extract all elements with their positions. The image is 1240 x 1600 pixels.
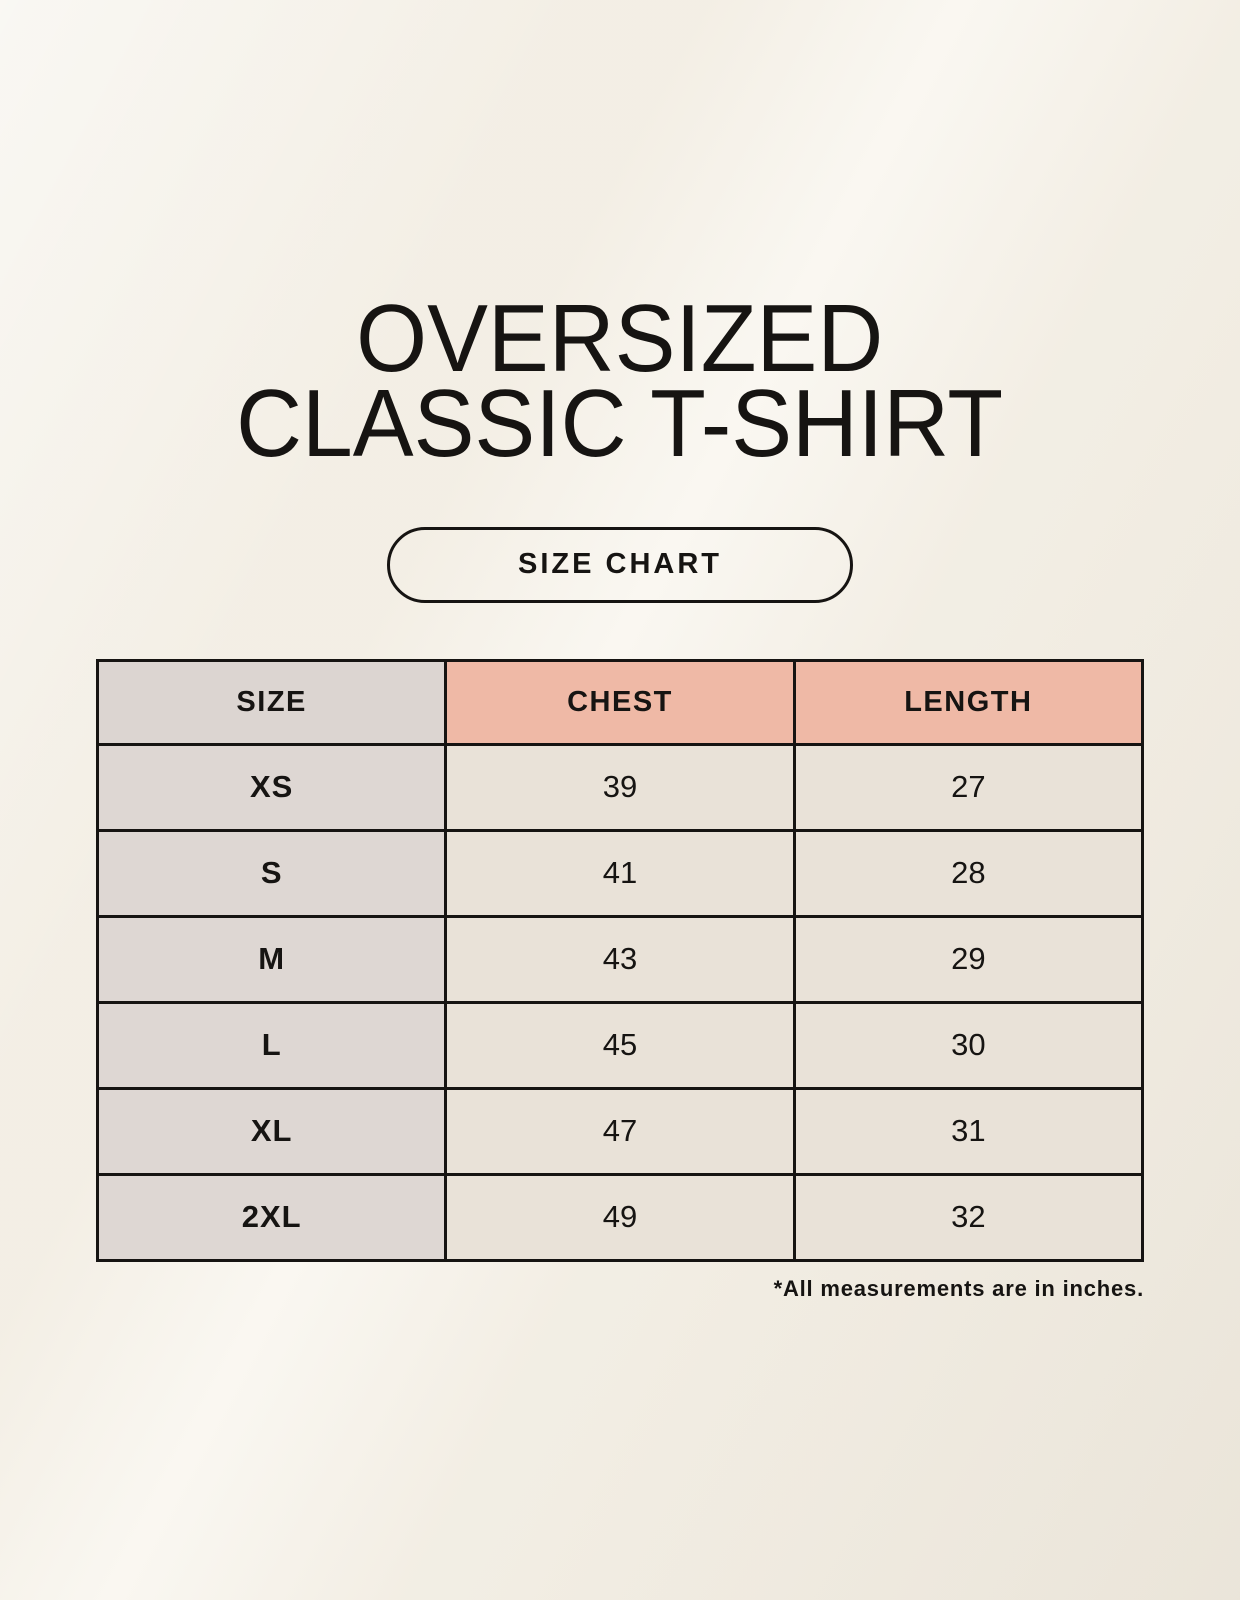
size-label: XL (95, 1086, 448, 1176)
size-chart-table: SIZE CHEST LENGTH XS 39 27 S 41 28 M 43 … (95, 658, 1145, 1262)
size-label: S (95, 828, 448, 918)
chest-value: 43 (444, 914, 796, 1004)
size-label: XS (95, 742, 448, 832)
chest-value: 41 (444, 828, 796, 918)
column-header-size: SIZE (95, 658, 448, 746)
chest-value: 47 (444, 1086, 796, 1176)
table-row-2xl: 2XL 49 32 (95, 1172, 1145, 1262)
column-header-chest: CHEST (444, 658, 796, 746)
table-row-xs: XS 39 27 (95, 742, 1145, 832)
table-row-xl: XL 47 31 (95, 1086, 1145, 1176)
column-header-length: LENGTH (792, 658, 1145, 746)
length-value: 32 (792, 1172, 1145, 1262)
table-row-s: S 41 28 (95, 828, 1145, 918)
page-title-line-1: OVERSIZED (356, 285, 884, 392)
size-chart-badge: SIZE CHART (387, 526, 853, 603)
table-row-m: M 43 29 (95, 914, 1145, 1004)
length-value: 27 (792, 742, 1145, 832)
page-title-line-2: CLASSIC T-SHIRT (236, 370, 1004, 478)
measurements-footnote: *All measurements are in inches. (773, 1275, 1144, 1301)
chest-value: 39 (444, 742, 796, 832)
header-row: SIZE CHEST LENGTH (95, 658, 1145, 746)
size-chart-table-header: SIZE CHEST LENGTH (95, 658, 1145, 746)
table-row-l: L 45 30 (95, 1000, 1145, 1090)
length-value: 30 (792, 1000, 1145, 1090)
chest-value: 49 (444, 1172, 796, 1262)
size-chart-table-body: XS 39 27 S 41 28 M 43 29 L 45 30 XL 47 (95, 742, 1145, 1262)
page-title: OVERSIZED CLASSIC T-SHIRT (236, 285, 1004, 478)
size-label: L (95, 1000, 448, 1090)
size-chart-badge-label: SIZE CHART (518, 548, 722, 581)
length-value: 31 (792, 1086, 1145, 1176)
size-label: 2XL (95, 1172, 448, 1262)
length-value: 28 (792, 828, 1145, 918)
chest-value: 45 (444, 1000, 796, 1090)
size-label: M (95, 914, 448, 1004)
length-value: 29 (792, 914, 1145, 1004)
